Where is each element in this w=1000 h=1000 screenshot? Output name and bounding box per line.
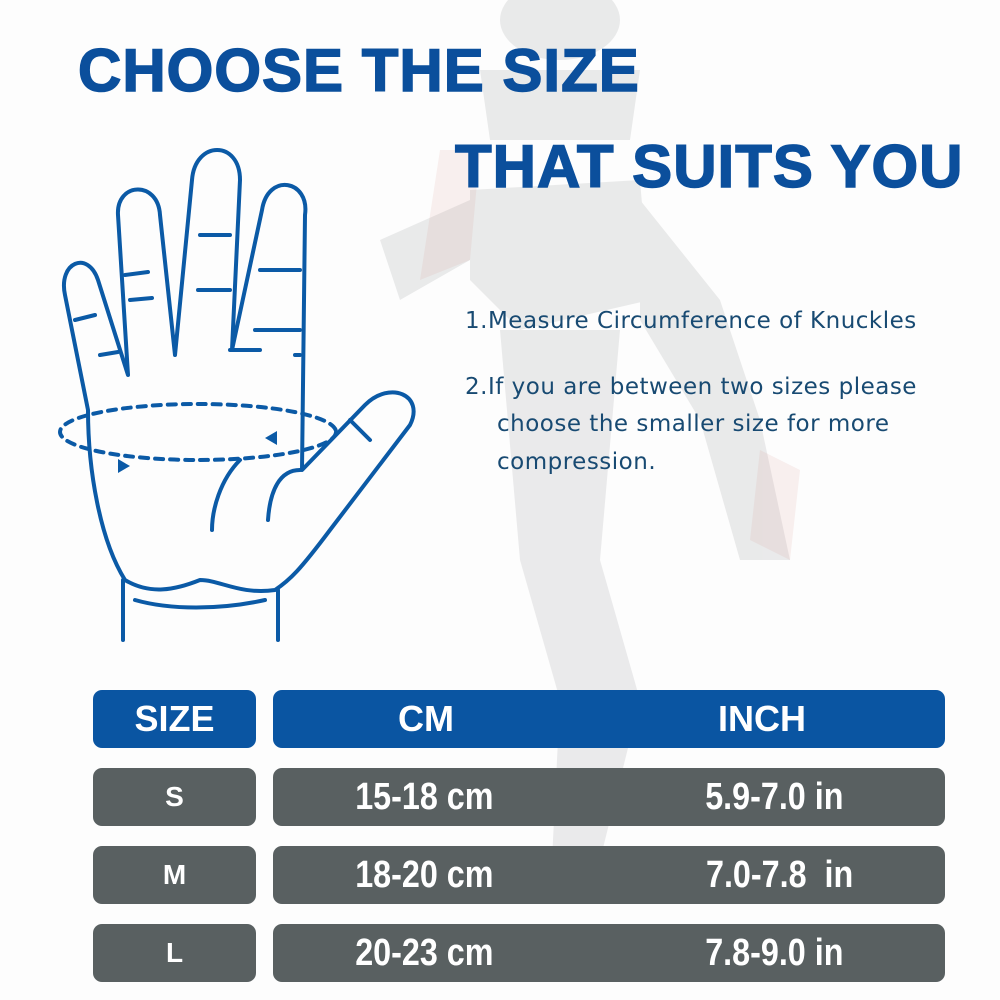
inch-value: 7.8-9.0 in <box>705 931 844 974</box>
instruction-1: 1.Measure Circumference of Knuckles <box>465 308 917 334</box>
size-m: M <box>93 846 256 904</box>
instruction-text: Measure Circumference of Knuckles <box>487 308 917 334</box>
inch-value: 5.9-7.0 in <box>705 775 844 818</box>
size-l: L <box>93 924 256 982</box>
header-cm: CM <box>398 698 454 739</box>
size-s: S <box>93 768 256 826</box>
cm-value: 18-20 cm <box>355 853 494 896</box>
instruction-number: 2. <box>465 374 488 400</box>
header-inch: INCH <box>718 698 806 739</box>
table-row: 20-23 cm 7.8-9.0 in <box>273 924 945 982</box>
instruction-text: If you are between two sizes please <box>487 374 917 400</box>
table-row: 18-20 cm 7.0-7.8 in <box>273 846 945 904</box>
cm-value: 20-23 cm <box>355 931 494 974</box>
instruction-2-line-3: compression. <box>497 449 657 475</box>
hand-measurement-icon <box>58 148 416 642</box>
title-line-1: CHOOSE THE SIZE <box>77 36 640 105</box>
table-row: 15-18 cm 5.9-7.0 in <box>273 768 945 826</box>
instruction-2: 2.If you are between two sizes please <box>465 374 917 400</box>
cm-value: 15-18 cm <box>355 775 494 818</box>
instruction-number: 1. <box>465 308 488 334</box>
title-line-2: THAT SUITS YOU <box>454 132 964 201</box>
instruction-2-line-2: choose the smaller size for more <box>497 411 890 437</box>
inch-value: 7.0-7.8 in <box>705 853 854 896</box>
header-size: SIZE <box>93 690 256 748</box>
header-units: CM INCH <box>273 690 945 748</box>
